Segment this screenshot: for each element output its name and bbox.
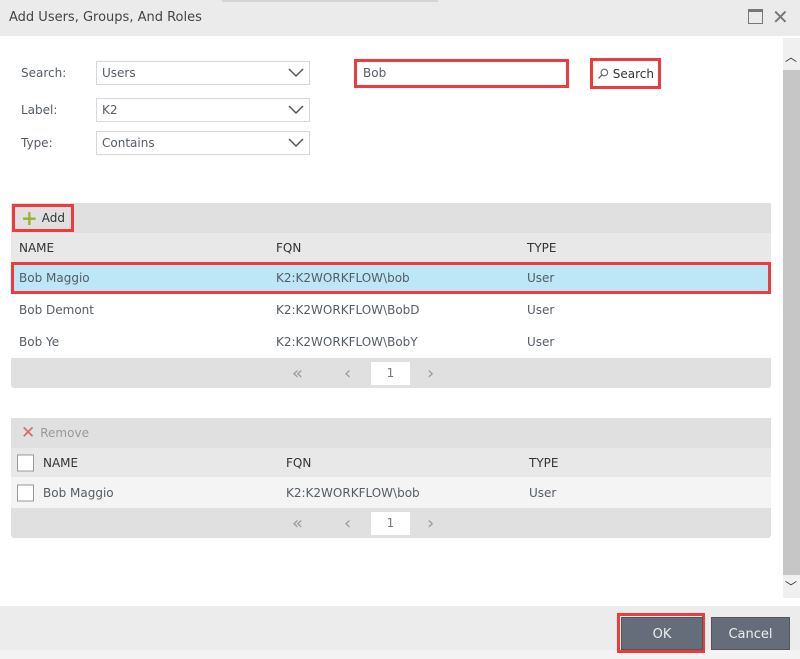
remove-x-icon: ✕	[21, 423, 36, 443]
type-label: Type:	[21, 136, 53, 150]
title-bar	[0, 0, 800, 36]
plus-icon: +	[21, 206, 38, 230]
row-fqn: K2:K2WORKFLOW\bob	[276, 271, 410, 285]
search-input[interactable]: Bob	[354, 59, 569, 88]
prev-page-icon[interactable]: ‹	[344, 363, 352, 384]
first-page-icon[interactable]: «	[292, 363, 304, 384]
first-page-icon[interactable]: «	[292, 513, 304, 534]
type-select-value: Contains	[102, 136, 155, 150]
cancel-button[interactable]: Cancel	[711, 617, 790, 650]
remove-button[interactable]: ✕ Remove	[21, 423, 89, 443]
results-pager: « ‹ 1 ›	[11, 358, 771, 388]
row-fqn: K2:K2WORKFLOW\BobY	[276, 335, 418, 349]
add-button[interactable]: + Add	[12, 204, 74, 232]
label-select-value: K2	[102, 103, 118, 117]
row-type: User	[527, 303, 555, 317]
scroll-down-icon[interactable]: ﹀	[785, 580, 798, 594]
search-button[interactable]: Search	[590, 58, 661, 89]
top-strip	[222, 0, 438, 2]
row-name: Bob Maggio	[19, 271, 90, 285]
page-number[interactable]: 1	[371, 362, 410, 385]
column-type[interactable]: TYPE	[527, 240, 557, 255]
row-type: User	[527, 335, 555, 349]
scrollbar-thumb[interactable]	[783, 70, 800, 575]
chevron-down-icon	[288, 138, 304, 148]
search-select-value: Users	[102, 66, 136, 80]
selected-toolbar: ✕ Remove	[11, 418, 771, 448]
next-page-icon[interactable]: ›	[427, 513, 435, 534]
selected-header: NAME FQN TYPE	[11, 448, 771, 477]
results-header: NAME FQN TYPE	[11, 233, 771, 262]
column-name[interactable]: NAME	[43, 455, 79, 470]
row-fqn: K2:K2WORKFLOW\BobD	[276, 303, 420, 317]
footer-strip	[0, 650, 800, 659]
table-row[interactable]: Bob Maggio K2:K2WORKFLOW\bob User	[11, 477, 771, 508]
table-row[interactable]: Bob Maggio K2:K2WORKFLOW\bob User	[11, 262, 771, 294]
row-fqn: K2:K2WORKFLOW\bob	[286, 485, 420, 500]
row-name: Bob Demont	[19, 303, 94, 317]
ok-button[interactable]: OK	[621, 617, 703, 650]
dialog-title: Add Users, Groups, And Roles	[9, 10, 202, 25]
column-name[interactable]: NAME	[19, 240, 55, 255]
select-all-checkbox[interactable]	[17, 454, 34, 471]
search-label: Search:	[21, 66, 67, 80]
column-fqn[interactable]: FQN	[276, 240, 302, 255]
row-name: Bob Maggio	[43, 485, 114, 500]
scroll-up-icon[interactable]: ︿	[785, 50, 798, 64]
results-grid: + Add NAME FQN TYPE Bob Maggio K2:K2WORKF…	[11, 203, 771, 388]
column-type[interactable]: TYPE	[529, 455, 559, 470]
label-label: Label:	[21, 103, 58, 117]
search-icon	[598, 68, 609, 79]
search-select[interactable]: Users	[96, 61, 310, 85]
maximize-icon[interactable]	[748, 9, 763, 24]
page-number[interactable]: 1	[371, 512, 410, 535]
selected-pager: « ‹ 1 ›	[11, 508, 771, 538]
row-type: User	[527, 271, 555, 285]
search-button-label: Search	[612, 66, 654, 81]
chevron-down-icon	[288, 68, 304, 78]
remove-label: Remove	[40, 426, 89, 440]
table-row[interactable]: Bob Ye K2:K2WORKFLOW\BobY User	[11, 326, 771, 358]
selected-grid: ✕ Remove NAME FQN TYPE Bob Maggio K2:K2WO…	[11, 418, 771, 538]
row-type: User	[529, 485, 557, 500]
label-select[interactable]: K2	[96, 98, 310, 122]
column-fqn[interactable]: FQN	[286, 455, 312, 470]
results-toolbar: + Add	[11, 203, 771, 233]
table-row[interactable]: Bob Demont K2:K2WORKFLOW\BobD User	[11, 294, 771, 326]
close-icon[interactable]: ✕	[772, 5, 789, 29]
prev-page-icon[interactable]: ‹	[344, 513, 352, 534]
next-page-icon[interactable]: ›	[427, 363, 435, 384]
ok-highlight	[617, 613, 705, 653]
row-checkbox[interactable]	[17, 484, 34, 501]
add-label: Add	[41, 211, 65, 225]
type-select[interactable]: Contains	[96, 131, 310, 155]
row-name: Bob Ye	[19, 335, 60, 349]
chevron-down-icon	[288, 105, 304, 115]
